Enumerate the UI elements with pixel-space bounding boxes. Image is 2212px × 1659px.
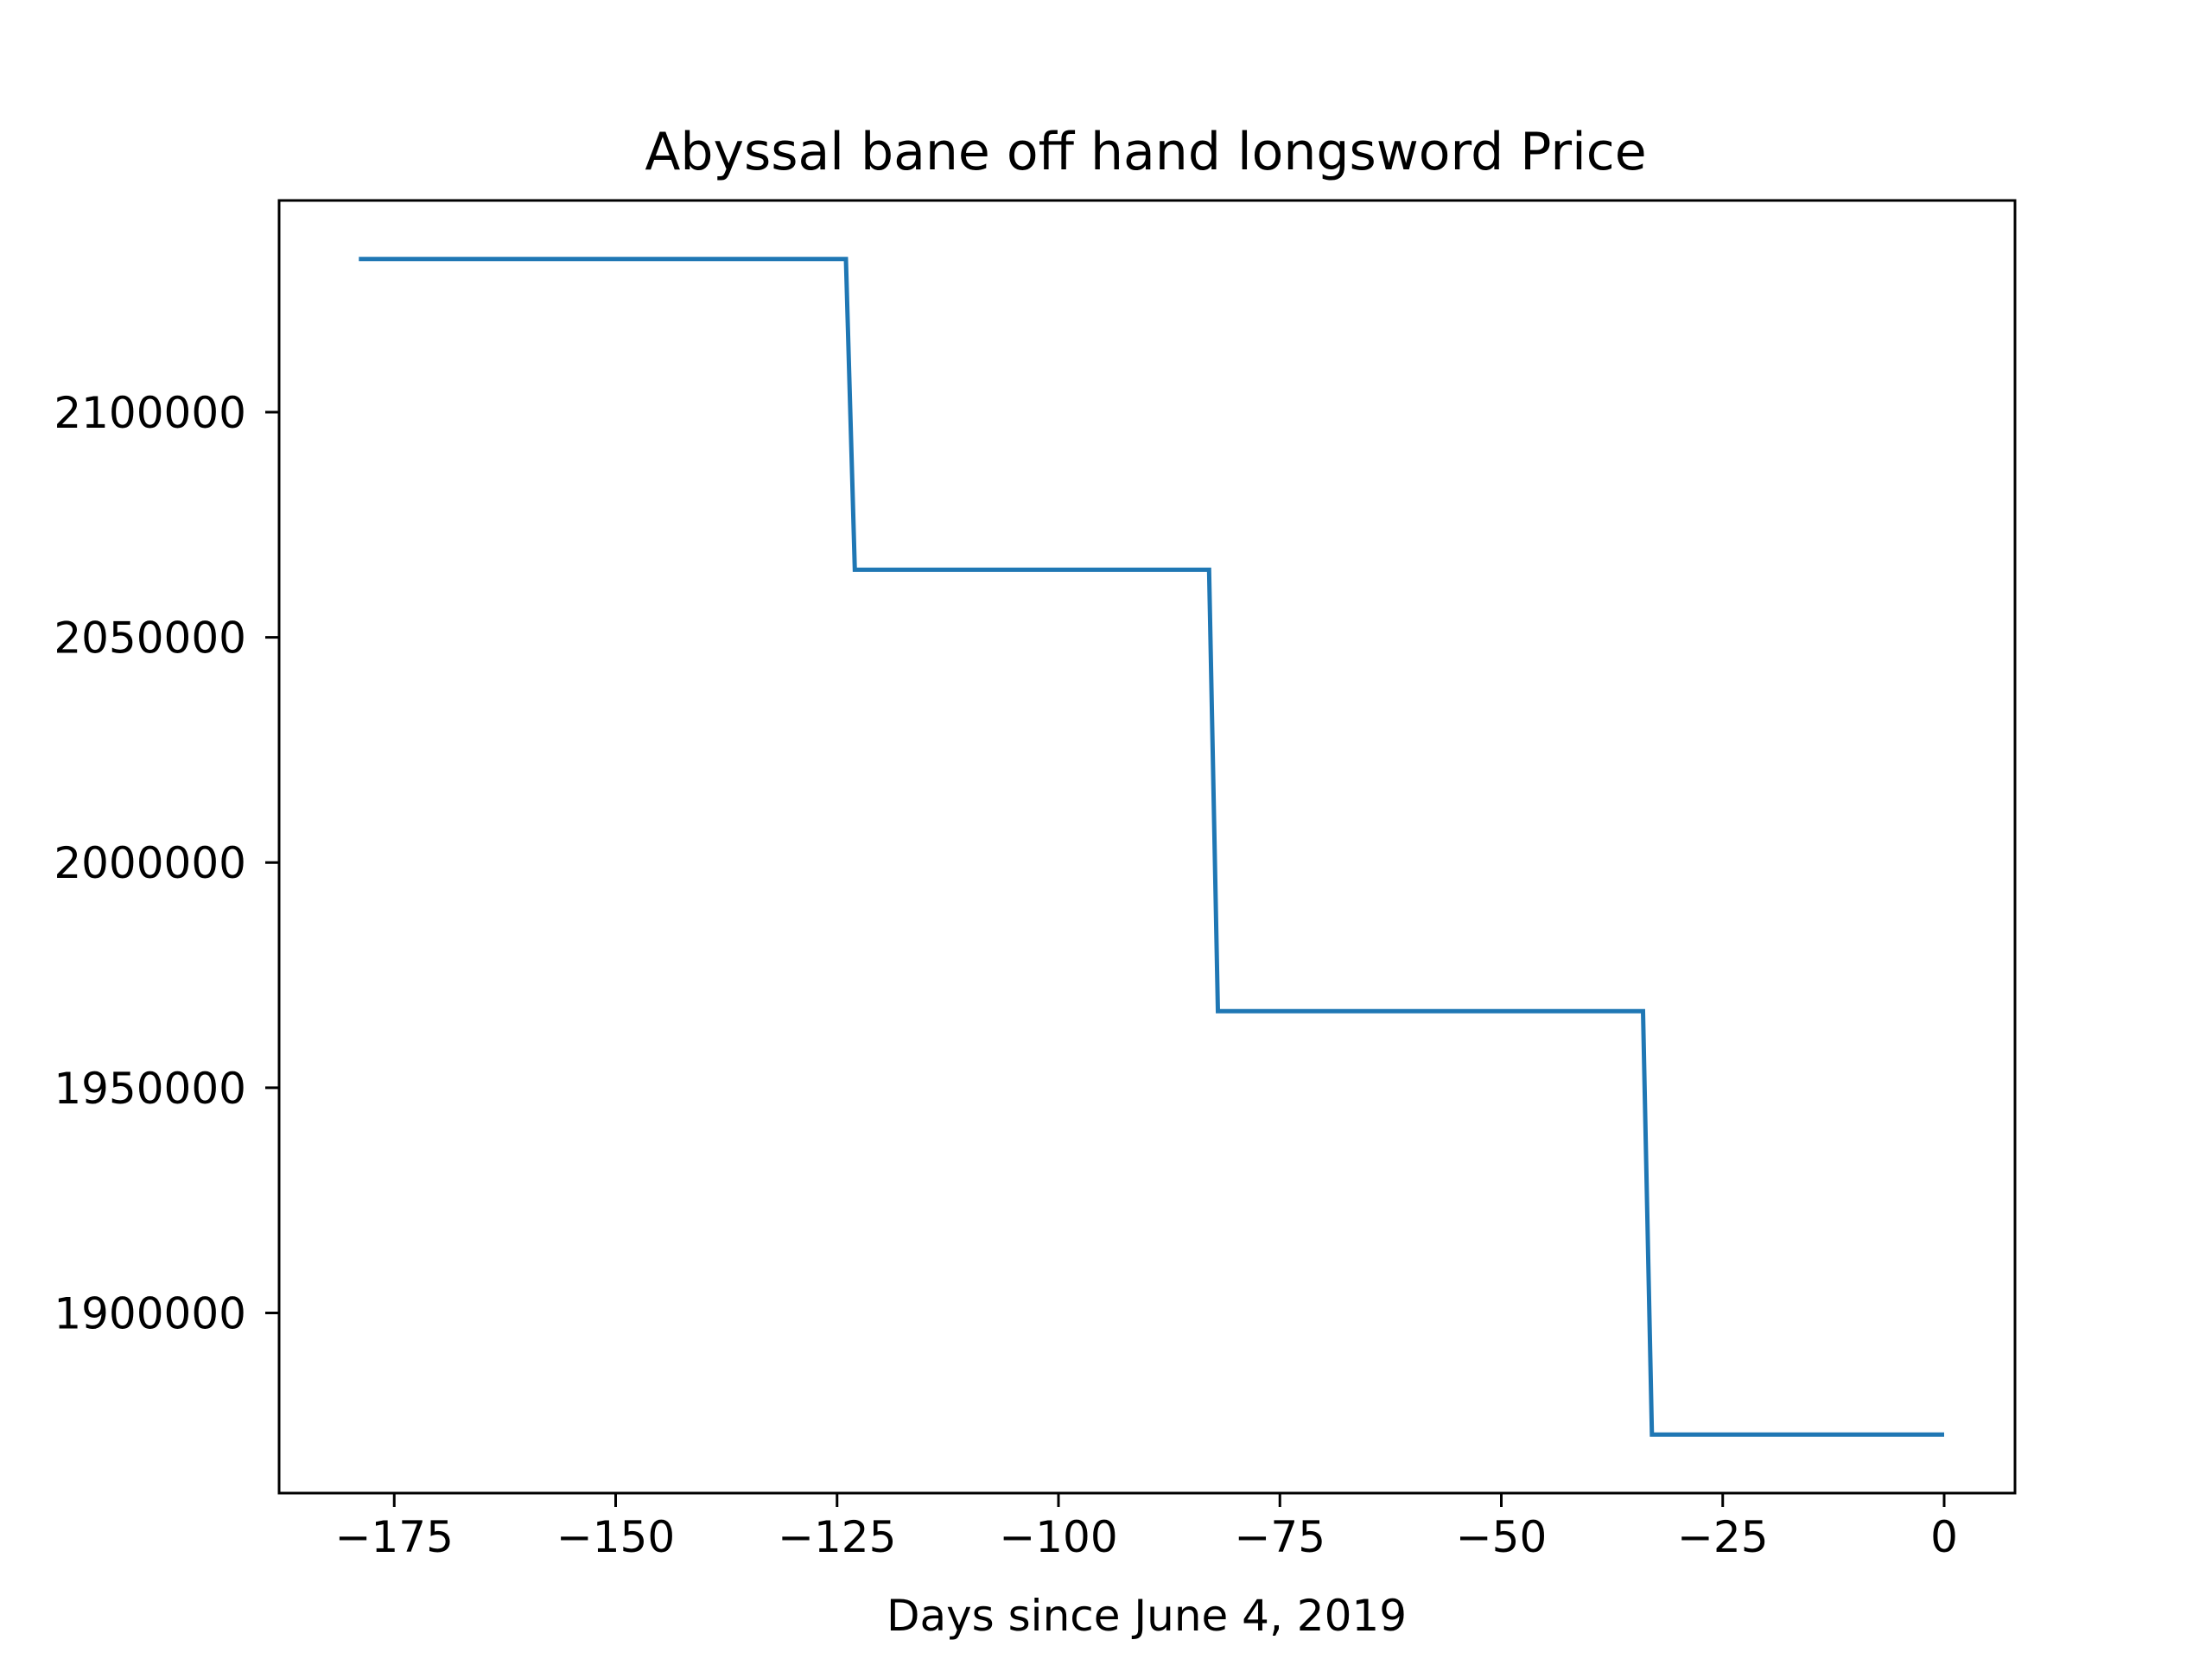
price-series-line-0	[359, 257, 1944, 1437]
x-tick-label: −50	[1456, 1512, 1548, 1562]
plot-area	[359, 257, 1944, 1437]
x-tick-label: −25	[1677, 1512, 1769, 1562]
x-tick-label: −175	[335, 1512, 454, 1562]
y-axis-ticks: 1900000 1950000 2000000 2050000 2100000	[54, 388, 279, 1338]
y-tick-label: 2000000	[54, 838, 246, 888]
x-axis-ticks: −175 −150 −125 −100 −75 −50 −25 0	[335, 1493, 1958, 1562]
x-tick-label: −75	[1234, 1512, 1325, 1562]
x-tick-label: −125	[778, 1512, 896, 1562]
y-tick-label: 2050000	[54, 613, 246, 664]
y-tick-label: 1950000	[54, 1064, 246, 1114]
y-tick-label: 2100000	[54, 388, 246, 438]
x-tick-label: −100	[999, 1512, 1117, 1562]
y-tick-label: 1900000	[54, 1288, 246, 1338]
axes-frame	[277, 199, 2017, 1495]
chart-title: Abyssal bane off hand longsword Price	[645, 122, 1646, 182]
x-tick-label: −150	[556, 1512, 675, 1562]
x-axis-label: Days since June 4, 2019	[887, 1591, 1407, 1641]
x-tick-label: 0	[1930, 1512, 1958, 1562]
